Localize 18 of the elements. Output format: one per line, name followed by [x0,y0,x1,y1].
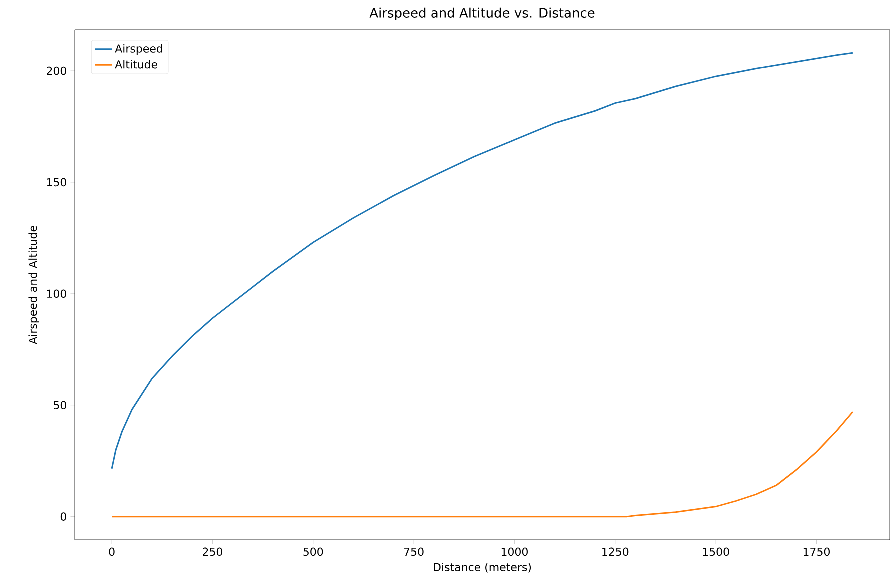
x-tick-label: 250 [203,548,222,556]
x-tick-label: 1750 [804,548,830,556]
chart-title: Airspeed and Altitude vs. Distance [370,8,595,20]
x-tick-label: 500 [304,548,324,556]
x-tick-label: 1250 [602,548,629,556]
legend-label: Airspeed [115,44,162,56]
legend-label: Altitude [115,60,158,69]
y-tick-label: 200 [47,66,66,76]
x-tick-label: 0 [109,548,115,556]
y-tick-label: 0 [60,512,66,521]
x-axis-title: Distance (meters) [434,562,532,573]
x-tick-label: 750 [404,548,424,556]
y-tick-label: 100 [47,290,66,298]
y-axis-title: Airspeed and Altitude [28,226,40,344]
y-tick-label: 50 [54,401,66,410]
x-tick-label: 1000 [502,548,528,556]
y-tick-label: 150 [47,178,66,187]
x-tick-label: 1500 [703,548,730,556]
